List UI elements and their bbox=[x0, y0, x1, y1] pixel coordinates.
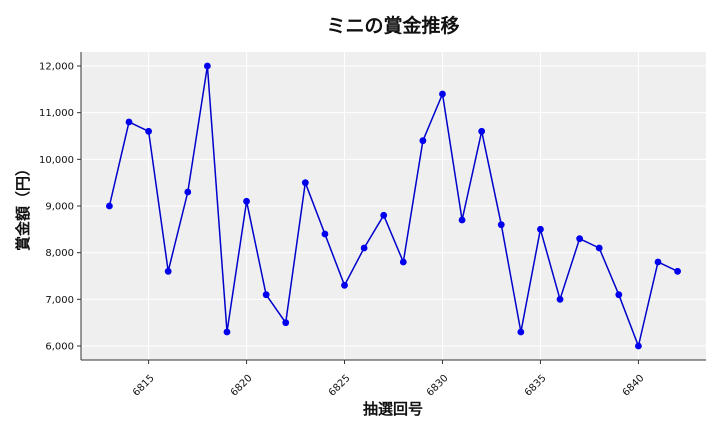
data-point bbox=[164, 267, 172, 275]
y-tick-label: 9,000 bbox=[45, 202, 74, 213]
data-point bbox=[106, 202, 113, 210]
data-point bbox=[145, 127, 152, 135]
data-point bbox=[380, 211, 388, 219]
data-point bbox=[478, 127, 486, 135]
data-point bbox=[243, 197, 250, 205]
data-point bbox=[223, 328, 231, 336]
grid-lines bbox=[81, 52, 706, 360]
data-point bbox=[399, 258, 407, 266]
data-point bbox=[556, 295, 564, 303]
data-point bbox=[282, 319, 290, 327]
data-point bbox=[497, 221, 505, 229]
y-tick-label: 8,000 bbox=[45, 248, 74, 259]
series-line bbox=[108, 65, 678, 349]
data-point bbox=[125, 118, 133, 126]
data-point bbox=[654, 258, 662, 266]
data-point bbox=[439, 90, 446, 98]
data-point bbox=[674, 267, 681, 275]
x-tick-label: 6835 bbox=[523, 373, 549, 399]
y-tick-label: 12,000 bbox=[39, 62, 74, 73]
data-point bbox=[301, 179, 309, 187]
data-point bbox=[360, 244, 368, 252]
y-axis-ticks: 6,000 7,000 8,000 9,000 10,000 11,000 12,000 bbox=[39, 62, 81, 353]
data-point bbox=[419, 137, 427, 145]
y-tick-label: 11,000 bbox=[39, 108, 74, 119]
data-point bbox=[615, 291, 623, 299]
data-point bbox=[341, 281, 348, 289]
data-point bbox=[203, 62, 211, 70]
x-tick-label: 6825 bbox=[327, 373, 353, 399]
y-tick-label: 6,000 bbox=[45, 342, 74, 353]
y-axis-label: 賞金額（円） bbox=[14, 161, 32, 251]
y-tick-label: 7,000 bbox=[45, 295, 74, 306]
chart-title: ミニの賞金推移 bbox=[326, 14, 459, 37]
x-tick-label: 6815 bbox=[131, 373, 157, 399]
x-tick-label: 6840 bbox=[621, 373, 647, 399]
x-axis-label: 抽選回号 bbox=[363, 400, 423, 418]
data-point bbox=[537, 225, 544, 233]
x-tick-label: 6820 bbox=[229, 373, 255, 399]
data-point bbox=[576, 235, 584, 243]
series-group bbox=[106, 62, 681, 350]
data-point bbox=[262, 291, 270, 299]
data-point bbox=[635, 342, 642, 350]
x-axis-ticks: 6815 6820 6825 6830 6835 6840 bbox=[131, 360, 647, 399]
data-point bbox=[458, 216, 466, 224]
y-tick-label: 10,000 bbox=[39, 155, 74, 166]
data-point bbox=[321, 230, 329, 238]
data-point bbox=[184, 188, 192, 196]
data-point bbox=[517, 328, 525, 336]
data-point bbox=[595, 244, 603, 252]
x-tick-label: 6830 bbox=[425, 373, 451, 399]
